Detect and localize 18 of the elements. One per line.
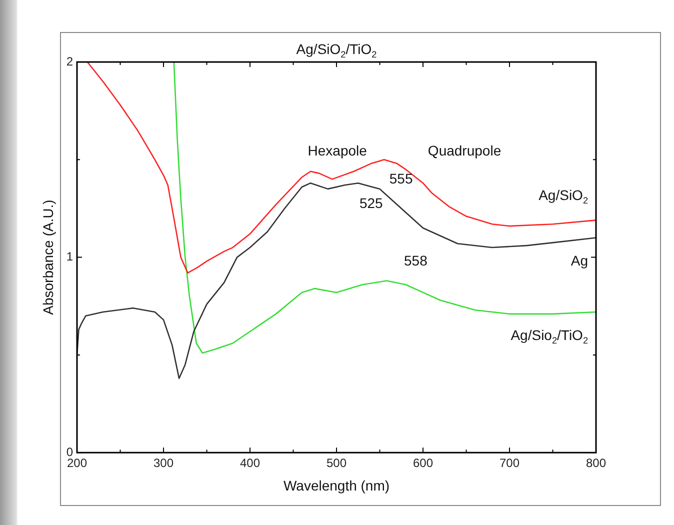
x-tick-label: 800 [586, 456, 606, 470]
x-tick-label: 500 [326, 456, 347, 470]
y-tick-label: 0 [66, 444, 74, 459]
y-axis-title: Absorbance (A.U.) [40, 200, 56, 315]
x-tick-label: 400 [240, 456, 260, 470]
y-tick-label: 2 [66, 54, 74, 68]
annotation: 555 [389, 170, 413, 187]
annotation: 558 [404, 252, 428, 269]
annotation: Hexapole [308, 142, 368, 159]
annotation: 525 [359, 194, 384, 211]
x-axis-title: Wavelength (nm) [283, 477, 390, 494]
annotation: Quadrupole [428, 142, 502, 159]
series-label: Ag [570, 252, 588, 269]
y-tick-label: 1 [66, 250, 74, 264]
x-tick-label: 700 [499, 456, 520, 470]
x-tick-label: 600 [412, 456, 434, 470]
x-tick-label: 200 [66, 456, 88, 470]
x-tick-label: 300 [153, 456, 174, 470]
